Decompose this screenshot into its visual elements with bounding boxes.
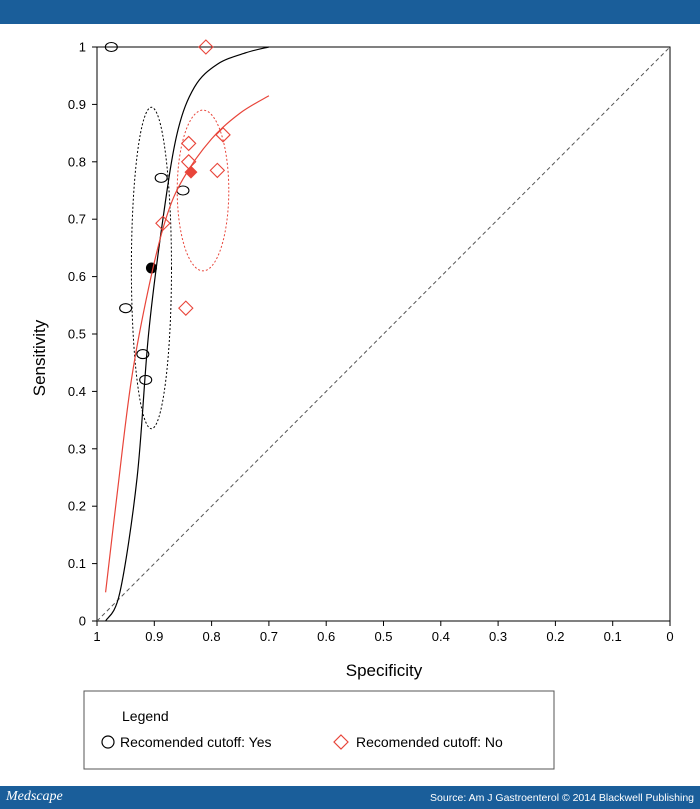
confidence-region-yes bbox=[130, 106, 172, 430]
study-point-no bbox=[155, 215, 171, 231]
legend-entry-yes: Recomended cutoff: Yes bbox=[120, 734, 272, 750]
summary-point-no bbox=[184, 165, 198, 179]
x-tick-label: 0 bbox=[666, 629, 673, 644]
legend-box bbox=[83, 690, 555, 770]
y-tick-label: 0.9 bbox=[68, 97, 86, 112]
y-tick-label: 0.7 bbox=[68, 212, 86, 227]
legend: Legend Recomended cutoff: Yes Recomended… bbox=[83, 690, 555, 770]
x-tick-label: 0.3 bbox=[489, 629, 507, 644]
chance-diagonal bbox=[96, 46, 671, 622]
legend-diamond-icon bbox=[333, 734, 349, 750]
y-tick-label: 0.4 bbox=[68, 384, 86, 399]
x-axis-label: Specificity bbox=[346, 661, 423, 680]
y-tick-label: 0.5 bbox=[68, 327, 86, 342]
y-tick-label: 0.3 bbox=[68, 441, 86, 456]
x-tick-label: 0.1 bbox=[604, 629, 622, 644]
study-point-yes bbox=[154, 172, 168, 183]
y-tick-label: 0.6 bbox=[68, 269, 86, 284]
y-tick-label: 0 bbox=[79, 614, 86, 629]
footer-bar: Medscape Source: Am J Gastroenterol © 20… bbox=[0, 786, 700, 809]
study-point-yes bbox=[136, 349, 150, 360]
y-tick-label: 0.8 bbox=[68, 154, 86, 169]
study-point-yes bbox=[104, 41, 118, 53]
study-point-no bbox=[209, 162, 226, 179]
summary-point-yes bbox=[145, 262, 157, 274]
source-credit: Source: Am J Gastroenterol © 2014 Blackw… bbox=[430, 792, 694, 804]
x-tick-label: 0.4 bbox=[432, 629, 450, 644]
study-point-no bbox=[180, 135, 197, 152]
x-tick-label: 0.9 bbox=[145, 629, 163, 644]
legend-title: Legend bbox=[122, 708, 169, 724]
y-tick-label: 0.2 bbox=[68, 499, 86, 514]
y-tick-label: 1 bbox=[79, 40, 86, 55]
legend-title-bg bbox=[114, 708, 184, 724]
medscape-logo: Medscape bbox=[6, 789, 63, 804]
x-tick-label: 0.7 bbox=[260, 629, 278, 644]
confidence-region-no bbox=[176, 109, 230, 272]
study-point-no bbox=[178, 300, 194, 316]
x-tick-label: 0.2 bbox=[546, 629, 564, 644]
sroc-chart: 1 0.9 0.8 0.7 0.6 0.5 0.4 0.3 0.2 0.1 0 0 0.1 0.2 0.3 0… bbox=[30, 39, 674, 770]
plot-area: 1 0.9 0.8 0.7 0.6 0.5 0.4 0.3 0.2 0.1 0 0 0.1 0.2 0.3 0… bbox=[68, 39, 674, 644]
sroc-curve-no bbox=[104, 95, 270, 593]
legend-entry-no: Recomended cutoff: No bbox=[356, 734, 503, 750]
x-tick-label: 1 bbox=[93, 629, 100, 644]
study-point-yes bbox=[119, 303, 133, 314]
legend-circle-icon bbox=[101, 735, 115, 749]
y-axis-label: Sensitivity bbox=[30, 319, 49, 396]
sroc-curve-yes bbox=[105, 46, 270, 622]
y-tick-label: 0.1 bbox=[68, 556, 86, 571]
x-tick-label: 0.5 bbox=[374, 629, 392, 644]
study-point-no bbox=[215, 127, 231, 143]
study-point-yes bbox=[139, 374, 153, 385]
x-tick-label: 0.6 bbox=[317, 629, 335, 644]
study-point-no bbox=[198, 39, 214, 55]
top-banner bbox=[0, 0, 700, 24]
x-tick-label: 0.8 bbox=[203, 629, 221, 644]
